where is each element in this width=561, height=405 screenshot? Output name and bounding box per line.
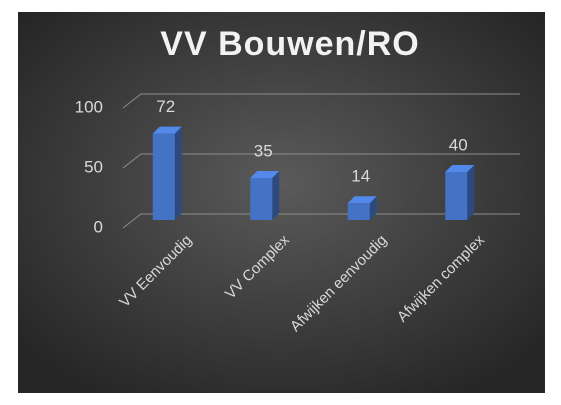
bar-side — [272, 171, 280, 220]
bar-top — [250, 171, 280, 178]
bar — [152, 133, 175, 220]
y-tick-label: 100 — [75, 97, 103, 116]
bar-side — [369, 196, 377, 220]
bar-side — [467, 165, 475, 220]
data-label: 35 — [254, 141, 273, 160]
grid-line — [122, 93, 520, 109]
grid-line — [122, 153, 520, 169]
chart-title: VV Bouwen/RO — [160, 25, 419, 63]
y-tick-label: 50 — [84, 157, 103, 176]
data-label: 14 — [351, 167, 370, 186]
bar — [250, 178, 273, 220]
bar — [347, 203, 370, 220]
bar-top — [445, 165, 475, 172]
bar — [445, 172, 468, 220]
grid-line — [122, 213, 520, 229]
data-label: 40 — [449, 135, 468, 154]
bar-top — [347, 196, 377, 204]
data-label: 72 — [156, 97, 175, 116]
y-tick-label: 0 — [94, 217, 103, 236]
bar-side — [174, 126, 182, 220]
bar-top — [152, 126, 182, 134]
